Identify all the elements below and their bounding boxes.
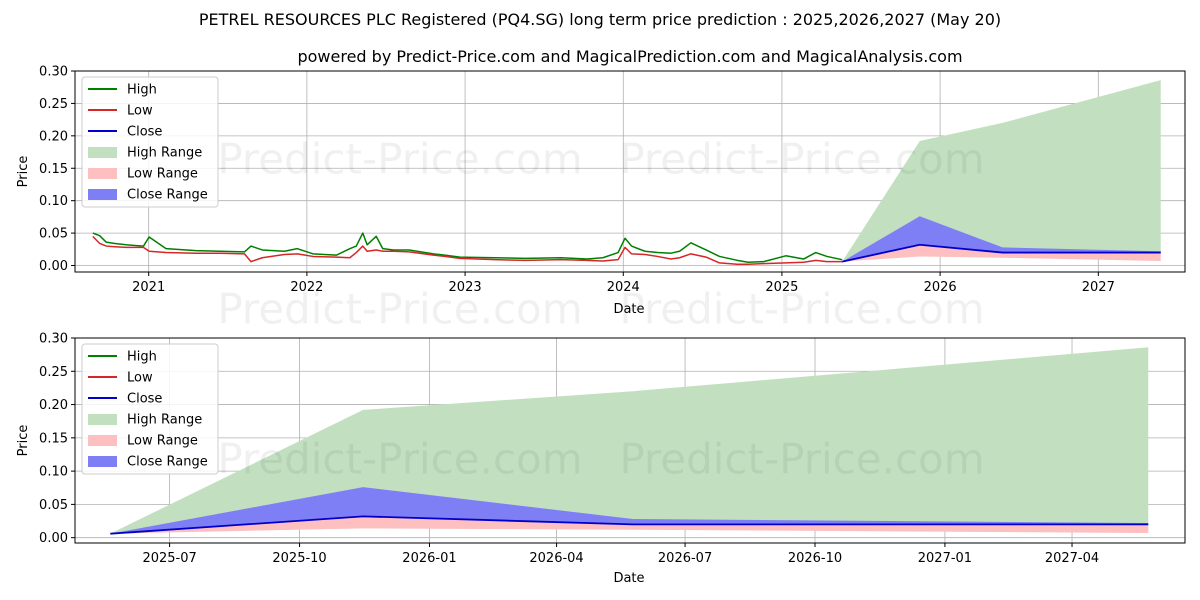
legend-close-range-swatch — [88, 189, 117, 200]
legend-close-range-label: Close Range — [127, 188, 208, 203]
x-tick-label: 2027-01 — [918, 551, 972, 566]
x-tick-label: 2024 — [607, 280, 640, 295]
legend-close-range-swatch — [88, 456, 117, 467]
legend-high-label: High — [127, 83, 157, 98]
chart-title: PETREL RESOURCES PLC Registered (PQ4.SG)… — [199, 10, 1001, 29]
close-range-area — [842, 216, 1161, 262]
y-tick-label: 0.20 — [39, 398, 68, 413]
x-tick-label: 2026-04 — [529, 551, 583, 566]
x-tick-label: 2026-01 — [402, 551, 456, 566]
close-price-line — [110, 515, 1149, 535]
y-tick-label: 0.00 — [39, 531, 68, 546]
y-tick-label: 0.00 — [39, 259, 68, 274]
legend-low-range-label: Low Range — [127, 167, 198, 182]
y-tick-label: 0.05 — [39, 227, 68, 242]
long-term-price-panel: Predict-Price.com Predict-Price.com Predic… — [16, 65, 1186, 334]
legend-high-range-swatch — [88, 147, 117, 158]
y-tick-label: 0.10 — [39, 194, 68, 209]
low-price-line — [92, 235, 843, 265]
chart-subtitle: powered by Predict-Price.com and Magical… — [297, 47, 962, 66]
close-price-line — [841, 243, 1161, 263]
y-tick-label: 0.25 — [39, 365, 68, 380]
high-range-area — [842, 80, 1161, 262]
x-axis-label: Date — [613, 571, 644, 586]
legend-high-range-swatch — [88, 414, 117, 425]
plot-frame — [74, 337, 1186, 544]
y-tick-label: 0.05 — [39, 498, 68, 513]
legend-high-range-label: High Range — [127, 146, 202, 161]
y-tick-label: 0.10 — [39, 465, 68, 480]
legend-close-label: Close — [127, 392, 162, 407]
x-tick-label: 2027 — [1082, 280, 1115, 295]
watermark-text: Predict-Price.com — [619, 135, 984, 184]
y-tick-label: 0.15 — [39, 162, 68, 177]
legend-low-range-swatch — [88, 168, 117, 179]
y-axis-label: Price — [16, 425, 31, 457]
legend-low-label: Low — [127, 104, 153, 119]
close-range-area — [110, 487, 1149, 534]
x-tick-label: 2027-04 — [1045, 551, 1099, 566]
x-tick-label: 2025 — [765, 280, 798, 295]
x-tick-label: 2026 — [924, 280, 957, 295]
legend-close-label: Close — [127, 125, 162, 140]
x-tick-label: 2023 — [449, 280, 482, 295]
legend-low-range-label: Low Range — [127, 434, 198, 449]
plot-frame — [74, 70, 1186, 273]
high-range-area — [110, 347, 1149, 534]
legend-low-range-swatch — [88, 435, 117, 446]
watermark-text: Predict-Price.com — [217, 435, 582, 484]
forecast-detail-panel: Predict-Price.com Predict-Price.com 2025-0… — [16, 332, 1186, 586]
y-tick-label: 0.20 — [39, 129, 68, 144]
legend-close-range-label: Close Range — [127, 455, 208, 470]
y-tick-label: 0.15 — [39, 431, 68, 446]
x-tick-label: 2026-10 — [788, 551, 842, 566]
x-tick-label: 2025-10 — [272, 551, 326, 566]
watermark-text: Predict-Price.com — [217, 135, 582, 184]
watermark-text: Predict-Price.com — [619, 285, 984, 334]
watermark-text: Predict-Price.com — [217, 285, 582, 334]
legend-high-label: High — [127, 350, 157, 365]
x-tick-label: 2022 — [290, 280, 323, 295]
y-tick-label: 0.30 — [39, 332, 68, 347]
y-tick-label: 0.25 — [39, 97, 68, 112]
chart-legend: High Low Close High Range Low Range Close Ran… — [81, 343, 219, 475]
y-axis-label: Price — [16, 156, 31, 188]
high-price-line — [92, 232, 843, 264]
x-tick-label: 2021 — [132, 280, 165, 295]
watermark-text: Predict-Price.com — [619, 435, 984, 484]
chart-legend: High Low Close High Range Low Range Close Ran… — [81, 76, 219, 208]
x-axis-label: Date — [613, 302, 644, 317]
x-tick-label: 2026-07 — [658, 551, 712, 566]
legend-low-label: Low — [127, 371, 153, 386]
x-tick-label: 2025-07 — [142, 551, 196, 566]
legend-high-range-label: High Range — [127, 413, 202, 428]
y-tick-label: 0.30 — [39, 65, 68, 80]
